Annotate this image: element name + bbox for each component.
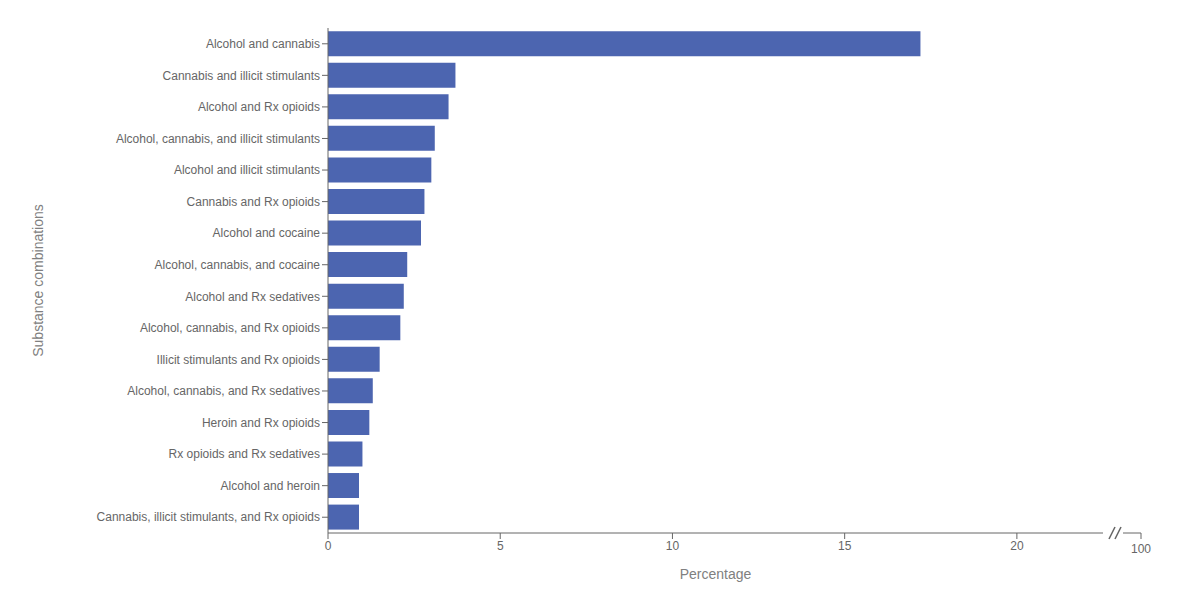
svg-text:Alcohol, cannabis, and Rx seda: Alcohol, cannabis, and Rx sedatives bbox=[127, 384, 320, 398]
svg-text:10: 10 bbox=[666, 539, 680, 553]
svg-text:Alcohol, cannabis, and illicit: Alcohol, cannabis, and illicit stimulant… bbox=[116, 132, 320, 146]
svg-text:Alcohol, cannabis, and Rx opio: Alcohol, cannabis, and Rx opioids bbox=[140, 321, 320, 335]
svg-text:Cannabis, illicit stimulants,: Cannabis, illicit stimulants, and Rx opi… bbox=[97, 510, 320, 524]
svg-text:Alcohol and illicit stimulants: Alcohol and illicit stimulants bbox=[174, 163, 320, 177]
svg-text:0: 0 bbox=[325, 539, 332, 553]
svg-text:Cannabis and illicit stimulant: Cannabis and illicit stimulants bbox=[163, 69, 320, 83]
svg-text:20: 20 bbox=[1010, 539, 1024, 553]
svg-text:Alcohol and Rx sedatives: Alcohol and Rx sedatives bbox=[185, 290, 320, 304]
svg-text:Alcohol and Rx opioids: Alcohol and Rx opioids bbox=[198, 100, 320, 114]
svg-text:Substance combinations: Substance combinations bbox=[30, 204, 46, 357]
svg-text:Alcohol and heroin: Alcohol and heroin bbox=[221, 479, 320, 493]
svg-text:Alcohol and cocaine: Alcohol and cocaine bbox=[213, 226, 321, 240]
svg-text:5: 5 bbox=[497, 539, 504, 553]
svg-text:Illicit stimulants and Rx opio: Illicit stimulants and Rx opioids bbox=[157, 353, 320, 367]
html-text:100: 100 bbox=[1131, 542, 1151, 556]
svg-text:15: 15 bbox=[838, 539, 852, 553]
svg-text:Percentage: Percentage bbox=[680, 566, 752, 582]
svg-text:Cannabis and Rx opioids: Cannabis and Rx opioids bbox=[187, 195, 320, 209]
svg-text:Heroin and Rx opioids: Heroin and Rx opioids bbox=[202, 416, 320, 430]
svg-text:Alcohol and cannabis: Alcohol and cannabis bbox=[206, 37, 320, 51]
svg-text:Rx opioids and Rx sedatives: Rx opioids and Rx sedatives bbox=[169, 447, 320, 461]
svg-text:Alcohol, cannabis, and cocaine: Alcohol, cannabis, and cocaine bbox=[155, 258, 321, 272]
